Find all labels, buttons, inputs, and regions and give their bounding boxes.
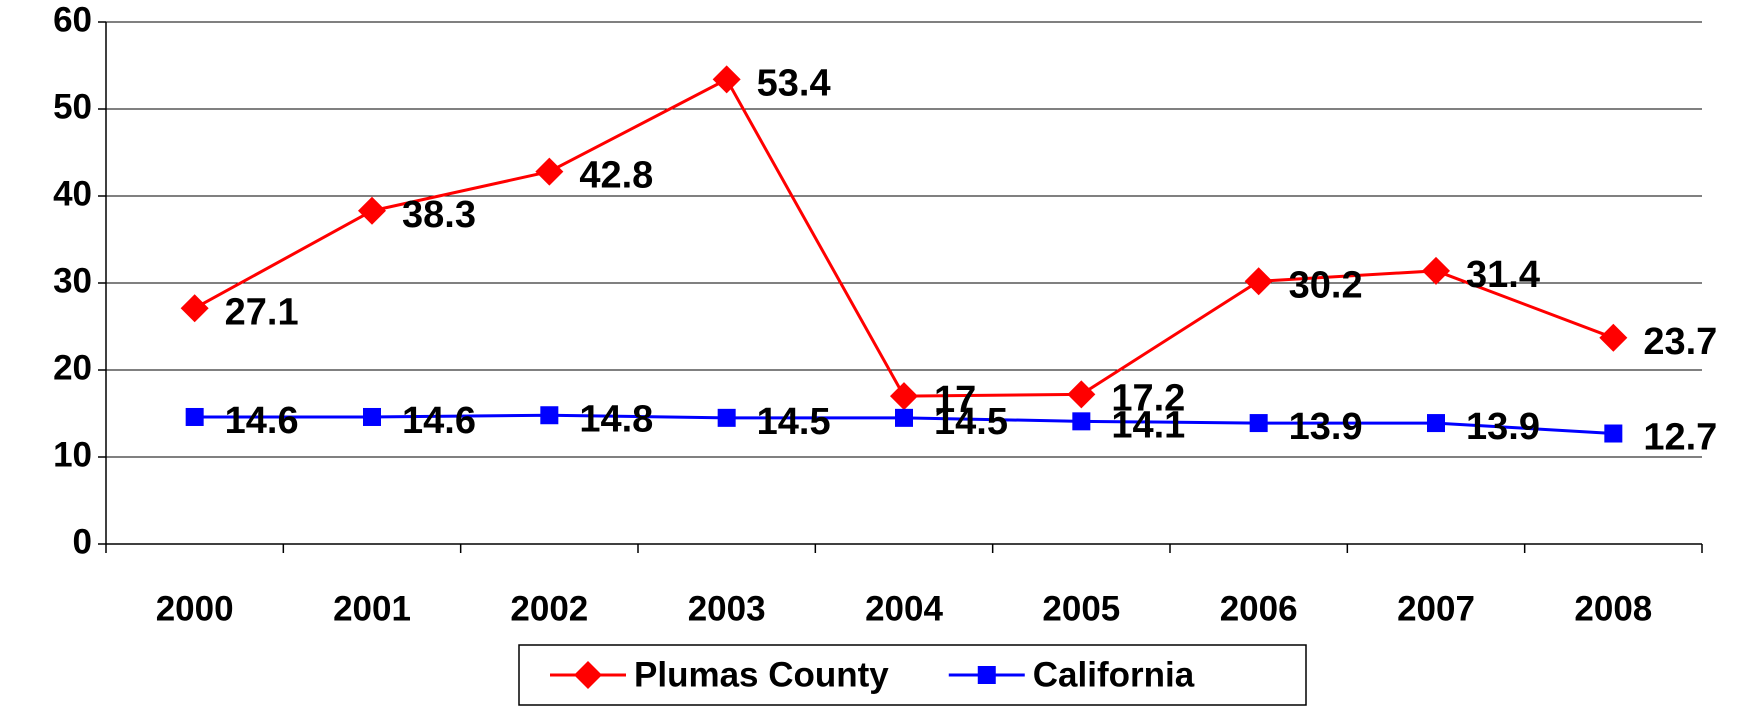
marker — [1599, 323, 1628, 352]
marker — [363, 407, 381, 426]
data-label: 17.2 — [1111, 377, 1185, 419]
y-tick-label: 10 — [53, 435, 92, 474]
marker — [1427, 414, 1445, 433]
data-label: 38.3 — [402, 194, 476, 236]
x-tick-label: 2008 — [1574, 589, 1652, 628]
x-tick-label: 2006 — [1220, 589, 1298, 628]
x-tick-label: 2005 — [1042, 589, 1120, 628]
data-label: 23.7 — [1643, 321, 1717, 363]
marker — [535, 157, 564, 186]
data-label: 14.6 — [402, 400, 476, 442]
x-tick-label: 2002 — [510, 589, 588, 628]
marker — [358, 196, 386, 225]
data-label: 14.6 — [225, 400, 299, 442]
y-tick-label: 0 — [73, 522, 92, 561]
data-label: 14.8 — [579, 398, 653, 440]
data-label: 13.9 — [1466, 406, 1540, 448]
y-tick-label: 20 — [53, 348, 92, 387]
y-tick-label: 30 — [53, 261, 92, 300]
x-tick-label: 2004 — [865, 589, 943, 628]
data-label: 53.4 — [757, 62, 831, 104]
data-label: 14.5 — [757, 401, 831, 443]
marker — [1067, 380, 1096, 409]
data-label: 42.8 — [579, 155, 653, 197]
marker — [977, 666, 996, 684]
marker — [1244, 267, 1273, 296]
marker — [717, 408, 736, 427]
data-label: 27.1 — [225, 291, 299, 333]
data-label: 13.9 — [1289, 406, 1363, 448]
y-tick-label: 40 — [53, 174, 92, 213]
data-label: 14.1 — [1111, 404, 1185, 446]
x-tick-label: 2007 — [1397, 589, 1475, 628]
legend: Plumas County California — [550, 655, 1195, 694]
marker — [185, 407, 204, 426]
marker — [574, 661, 602, 689]
data-label: 12.7 — [1643, 417, 1717, 459]
marker — [890, 382, 918, 411]
data-label: 31.4 — [1466, 254, 1540, 296]
legend-label: Plumas County — [634, 655, 889, 694]
x-tick-label: 2003 — [688, 589, 766, 628]
data-label: 14.5 — [934, 401, 1008, 443]
data-label: 30.2 — [1289, 264, 1363, 306]
legend-label: California — [1033, 655, 1195, 694]
marker — [1249, 414, 1268, 433]
marker — [895, 408, 913, 427]
marker — [1604, 424, 1623, 443]
marker — [1422, 256, 1450, 285]
x-tick-label: 2000 — [156, 589, 234, 628]
y-tick-label: 60 — [53, 0, 92, 39]
marker — [180, 294, 209, 323]
data-label: 17 — [934, 379, 976, 421]
marker — [712, 65, 741, 94]
y-tick-label: 50 — [53, 87, 92, 126]
series-line — [193, 77, 1614, 398]
marker — [1072, 412, 1091, 431]
legend-box — [518, 644, 1307, 706]
marker — [540, 406, 559, 425]
x-tick-label: 2001 — [333, 589, 411, 628]
